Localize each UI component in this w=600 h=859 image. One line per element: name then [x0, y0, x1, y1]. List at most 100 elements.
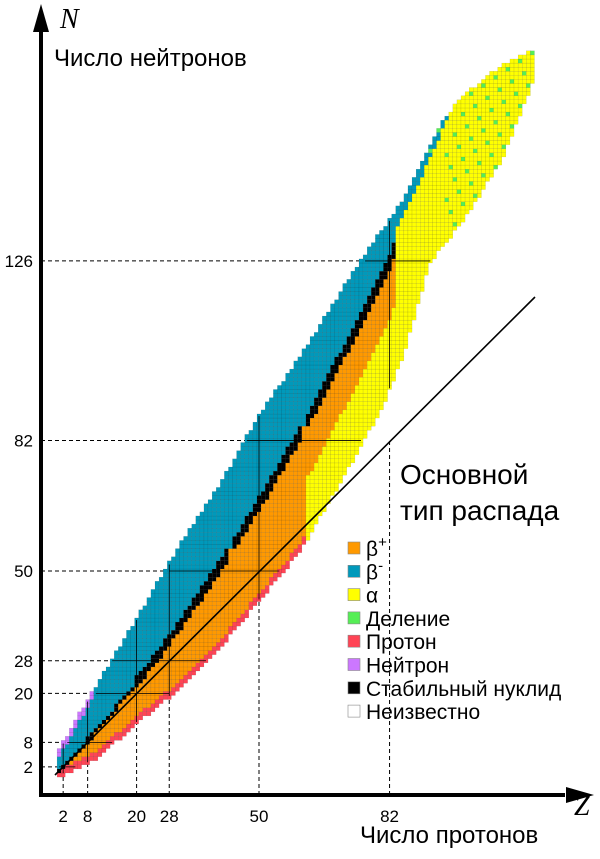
- beta-plus-cell: [252, 593, 258, 598]
- beta-minus-cell: [395, 222, 400, 227]
- beta-minus-cell: [232, 532, 237, 537]
- beta-plus-cell: [211, 581, 217, 586]
- beta-minus-cell: [101, 670, 107, 676]
- alpha-cell: [469, 128, 474, 133]
- beta-plus-cell: [289, 548, 294, 553]
- alpha-cell: [489, 71, 494, 76]
- alpha-cell: [395, 336, 400, 341]
- alpha-cell: [362, 405, 368, 411]
- beta-plus-cell: [216, 601, 221, 606]
- legend-item: Протон: [347, 631, 437, 654]
- beta-minus-cell: [236, 528, 241, 533]
- beta-minus-cell: [122, 687, 127, 692]
- alpha-cell: [464, 173, 470, 178]
- beta-plus-cell: [240, 548, 245, 553]
- beta-plus-cell: [285, 511, 290, 517]
- alpha-cell: [403, 315, 409, 321]
- beta-minus-cell: [277, 450, 282, 455]
- alpha-cell: [420, 193, 425, 198]
- alpha-cell: [403, 332, 409, 337]
- alpha-cell: [354, 430, 360, 435]
- alpha-cell: [428, 197, 433, 202]
- fission-cell: [428, 148, 433, 153]
- beta-plus-cell: [305, 466, 311, 472]
- beta-plus-cell: [309, 430, 315, 435]
- beta-minus-cell: [248, 487, 254, 492]
- legend-label: β-: [366, 557, 383, 584]
- beta-plus-cell: [199, 621, 205, 627]
- beta-minus-cell: [269, 421, 274, 427]
- alpha-cell: [350, 401, 356, 406]
- beta-plus-cell: [224, 589, 229, 594]
- beta-minus-cell: [273, 426, 278, 431]
- y-tick-label: 82: [14, 431, 33, 450]
- stable-nuclide-cell: [322, 381, 327, 386]
- beta-plus-cell: [318, 450, 323, 455]
- beta-plus-cell: [313, 454, 319, 459]
- alpha-cell: [460, 140, 466, 145]
- alpha-cell: [489, 115, 494, 121]
- alpha-cell: [469, 177, 474, 182]
- beta-plus-cell: [195, 621, 201, 627]
- beta-minus-cell: [289, 401, 294, 406]
- alpha-cell: [334, 466, 339, 472]
- alpha-cell: [473, 173, 478, 178]
- alpha-cell: [469, 111, 474, 117]
- beta-plus-cell: [371, 303, 376, 309]
- alpha-cell: [477, 140, 482, 145]
- beta-plus-cell: [179, 634, 184, 639]
- beta-plus-cell: [346, 389, 351, 394]
- alpha-cell: [334, 479, 339, 484]
- beta-minus-cell: [183, 548, 188, 553]
- alpha-cell: [489, 132, 494, 137]
- alpha-cell: [403, 213, 409, 219]
- stable-nuclide-cell: [240, 532, 245, 537]
- beta-plus-cell: [220, 634, 225, 639]
- alpha-cell: [379, 356, 384, 362]
- alpha-cell: [318, 475, 323, 480]
- alpha-cell: [403, 226, 409, 231]
- beta-plus-cell: [216, 621, 221, 627]
- alpha-cell: [305, 536, 311, 541]
- alpha-cell: [489, 160, 494, 166]
- beta-plus-cell: [354, 344, 360, 349]
- alpha-cell: [354, 417, 360, 423]
- alpha-cell: [473, 169, 478, 174]
- beta-plus-cell: [232, 613, 237, 619]
- beta-plus-cell: [248, 564, 254, 570]
- beta-minus-cell: [138, 621, 143, 627]
- proton-emission-cell: [220, 638, 225, 643]
- beta-minus-cell: [244, 503, 249, 508]
- beta-minus-cell: [285, 373, 290, 378]
- beta-plus-cell: [293, 491, 298, 496]
- beta-minus-cell: [187, 544, 192, 549]
- alpha-cell: [415, 234, 421, 239]
- beta-plus-cell: [114, 723, 119, 729]
- stable-nuclide-cell: [305, 421, 311, 427]
- beta-plus-cell: [105, 727, 111, 733]
- alpha-cell: [395, 283, 400, 288]
- beta-plus-cell: [289, 503, 294, 508]
- alpha-cell: [485, 152, 490, 158]
- beta-plus-cell: [191, 642, 196, 647]
- beta-minus-cell: [265, 466, 270, 472]
- beta-plus-cell: [273, 523, 278, 529]
- beta-plus-cell: [216, 597, 221, 602]
- alpha-cell: [326, 470, 331, 476]
- legend-label: Протон: [366, 631, 437, 654]
- alpha-cell: [313, 475, 319, 480]
- beta-plus-cell: [122, 715, 127, 721]
- stable-nuclide-cell: [281, 458, 286, 464]
- beta-plus-cell: [171, 638, 176, 643]
- beta-minus-cell: [146, 650, 152, 655]
- alpha-cell: [383, 381, 388, 386]
- beta-minus-cell: [150, 625, 156, 631]
- beta-minus-cell: [281, 426, 286, 431]
- beta-plus-cell: [297, 503, 303, 508]
- x-tick-label: 82: [380, 807, 399, 826]
- alpha-cell: [477, 156, 482, 162]
- alpha-cell: [362, 434, 368, 439]
- alpha-cell: [334, 487, 339, 492]
- alpha-cell: [403, 279, 409, 284]
- beta-minus-cell: [301, 409, 307, 415]
